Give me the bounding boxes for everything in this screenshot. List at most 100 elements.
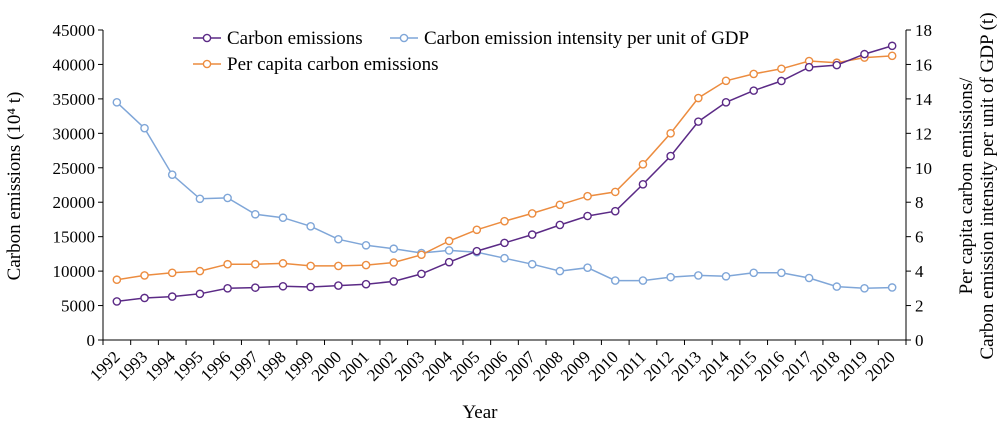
legend-label: Per capita carbon emissions xyxy=(227,54,439,75)
data-point xyxy=(610,276,620,285)
data-point xyxy=(361,279,371,289)
data-point xyxy=(804,62,814,72)
y-right-tick-label: 2 xyxy=(915,297,924,316)
data-point xyxy=(500,253,509,263)
data-point xyxy=(250,283,260,292)
data-point xyxy=(638,180,648,189)
data-point xyxy=(306,261,315,271)
data-point xyxy=(167,292,177,301)
data-point xyxy=(389,244,399,254)
data-point xyxy=(195,266,205,276)
data-point xyxy=(140,271,149,280)
data-point xyxy=(223,284,232,293)
data-point xyxy=(527,209,537,218)
data-point xyxy=(112,275,122,285)
y-left-tick-label: 15000 xyxy=(53,228,96,247)
data-point xyxy=(583,211,592,221)
data-point xyxy=(361,260,371,270)
data-point xyxy=(250,209,260,219)
data-point xyxy=(361,240,371,250)
data-point xyxy=(195,194,205,204)
data-point xyxy=(610,206,620,216)
data-point xyxy=(195,289,205,299)
legend-swatch-marker xyxy=(202,59,212,69)
data-point xyxy=(887,41,897,51)
data-point xyxy=(306,222,315,231)
data-point xyxy=(112,297,122,306)
data-point xyxy=(417,269,426,279)
y-axis-right-title-line2: Carbon emission intensity per unit of GD… xyxy=(977,12,998,359)
data-point xyxy=(278,281,288,291)
legend: Carbon emissions Carbon emission intensit… xyxy=(193,28,749,75)
data-point xyxy=(777,76,786,86)
legend-label: Carbon emission intensity per unit of GD… xyxy=(424,28,749,49)
data-point xyxy=(112,98,122,107)
data-point xyxy=(832,60,842,70)
data-point xyxy=(694,93,703,103)
data-point xyxy=(610,187,620,197)
data-point xyxy=(334,261,343,271)
data-point xyxy=(444,236,454,246)
data-point xyxy=(721,76,731,86)
data-point xyxy=(749,268,759,278)
legend-item: Per capita carbon emissions xyxy=(193,54,439,75)
data-point xyxy=(666,272,675,282)
data-point xyxy=(500,238,509,248)
y-right-tick-label: 18 xyxy=(915,21,932,40)
y-left-tick-label: 35000 xyxy=(53,90,96,109)
data-point xyxy=(555,200,565,210)
data-point xyxy=(527,230,537,239)
data-point xyxy=(860,49,869,59)
data-point xyxy=(278,259,288,268)
y-left-tick-label: 30000 xyxy=(53,124,96,143)
x-axis-title: Year xyxy=(462,402,498,423)
data-point xyxy=(749,86,759,95)
data-point xyxy=(666,151,675,161)
axes: 0 5000 10000 15000 20000 25000 30000 35000 40000… xyxy=(53,21,933,385)
y-left-tick-label: 10000 xyxy=(53,262,96,281)
data-point xyxy=(417,250,426,260)
legend-item: Carbon emissions xyxy=(193,28,363,49)
data-point xyxy=(389,277,399,286)
data-point xyxy=(334,234,343,244)
data-point xyxy=(804,273,814,283)
series-per-capita-carbon-emissions xyxy=(112,51,897,285)
data-point xyxy=(444,257,454,267)
data-point xyxy=(140,293,149,303)
y-right-tick-label: 8 xyxy=(915,193,924,212)
data-point xyxy=(334,281,343,290)
y-right-tick-label: 4 xyxy=(915,262,924,281)
data-point xyxy=(472,246,482,256)
data-point xyxy=(140,123,149,133)
data-point xyxy=(444,246,454,255)
data-point xyxy=(860,284,869,293)
legend-item: Carbon emission intensity per unit of GD… xyxy=(390,28,749,49)
data-point xyxy=(721,98,731,107)
y-left-tick-label: 25000 xyxy=(53,159,96,178)
legend-swatch-marker xyxy=(399,33,409,43)
data-point xyxy=(721,271,731,281)
series-line xyxy=(116,45,893,303)
data-point xyxy=(887,283,897,292)
data-point xyxy=(583,263,592,272)
y-axis-right-title-line1: Per capita carbon emissions/ xyxy=(956,77,977,295)
y-left-tick-label: 40000 xyxy=(53,55,96,74)
data-point xyxy=(749,69,759,79)
data-point xyxy=(527,259,537,269)
data-point xyxy=(278,213,288,223)
y-right-tick-label: 6 xyxy=(915,228,924,247)
data-point xyxy=(583,191,592,201)
legend-swatch-marker xyxy=(202,33,212,43)
data-point xyxy=(306,282,315,292)
data-point xyxy=(555,266,565,276)
data-point xyxy=(223,193,232,203)
y-right-tick-label: 10 xyxy=(915,159,932,178)
y-left-tick-label: 45000 xyxy=(53,21,96,40)
data-point xyxy=(694,117,703,126)
data-point xyxy=(223,259,232,269)
x-tick-label: 2020 xyxy=(862,347,899,384)
series-lines xyxy=(112,41,897,306)
data-point xyxy=(167,268,177,278)
y-right-tick-label: 12 xyxy=(915,124,932,143)
